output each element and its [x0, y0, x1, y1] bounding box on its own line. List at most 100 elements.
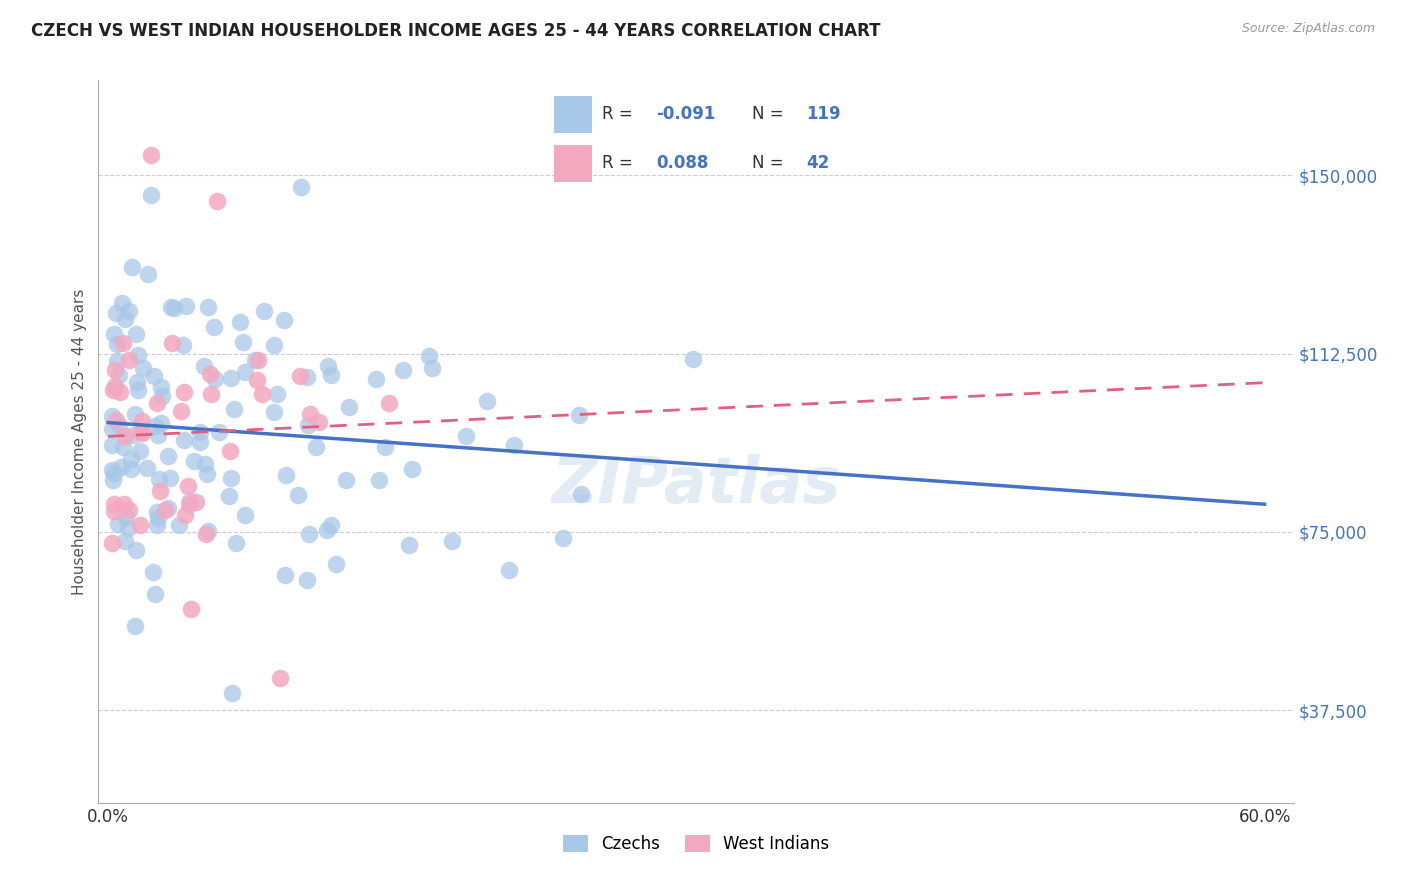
Point: [118, 503, 141, 517]
Point: [170, 404, 193, 418]
Point: [295, 370, 318, 384]
Point: [252, 303, 274, 318]
Point: [263, 338, 285, 352]
Point: [308, 415, 330, 429]
Point: [101, 536, 124, 550]
Point: [498, 563, 520, 577]
Point: [398, 538, 420, 552]
Point: [101, 473, 124, 487]
Point: [117, 304, 139, 318]
Point: [112, 335, 135, 350]
Point: [145, 396, 167, 410]
Point: [263, 405, 285, 419]
Point: [232, 335, 254, 350]
Point: [315, 523, 337, 537]
Point: [188, 435, 211, 450]
Point: [132, 360, 155, 375]
Point: [112, 497, 135, 511]
Point: [153, 503, 176, 517]
Point: [250, 387, 273, 401]
Point: [160, 300, 183, 314]
Point: [101, 409, 124, 424]
Point: [177, 497, 200, 511]
Point: [110, 460, 132, 475]
Text: ZIPatlas: ZIPatlas: [551, 454, 841, 516]
Text: CZECH VS WEST INDIAN HOUSEHOLDER INCOME AGES 25 - 44 YEARS CORRELATION CHART: CZECH VS WEST INDIAN HOUSEHOLDER INCOME …: [31, 22, 880, 40]
Point: [156, 450, 179, 464]
Point: [173, 433, 195, 447]
Point: [319, 518, 342, 533]
Point: [366, 372, 388, 386]
Point: [378, 395, 401, 409]
Point: [139, 188, 162, 202]
Point: [103, 497, 125, 511]
Text: Source: ZipAtlas.com: Source: ZipAtlas.com: [1241, 22, 1375, 36]
Point: [108, 417, 131, 432]
Point: [418, 350, 440, 364]
Point: [174, 508, 197, 522]
Point: [304, 440, 326, 454]
Point: [101, 463, 124, 477]
Point: [299, 407, 322, 421]
Point: [148, 472, 170, 486]
Point: [103, 504, 125, 518]
Point: [142, 565, 165, 579]
Point: [160, 335, 183, 350]
Point: [127, 383, 149, 397]
Legend: Czechs, West Indians: Czechs, West Indians: [555, 828, 837, 860]
Point: [169, 518, 191, 533]
Point: [159, 471, 181, 485]
Point: [224, 402, 246, 417]
Point: [441, 533, 464, 548]
Point: [117, 521, 139, 535]
Point: [374, 441, 396, 455]
Point: [125, 326, 148, 341]
Point: [114, 510, 136, 524]
Point: [127, 375, 149, 389]
Point: [114, 533, 136, 548]
Point: [146, 505, 169, 519]
Point: [120, 462, 142, 476]
Point: [195, 467, 218, 482]
Point: [194, 526, 217, 541]
Point: [143, 587, 166, 601]
Point: [107, 516, 129, 531]
Point: [273, 312, 295, 326]
Point: [146, 518, 169, 533]
Point: [229, 315, 252, 329]
Point: [117, 353, 139, 368]
Point: [269, 671, 291, 685]
Point: [246, 373, 269, 387]
Point: [120, 451, 142, 466]
Point: [194, 457, 217, 471]
Point: [111, 295, 134, 310]
Point: [316, 359, 339, 373]
Point: [127, 347, 149, 361]
Point: [273, 567, 295, 582]
Point: [163, 301, 186, 316]
Point: [124, 407, 146, 421]
Point: [183, 454, 205, 468]
Point: [319, 368, 342, 383]
Point: [287, 488, 309, 502]
Point: [266, 386, 288, 401]
Point: [197, 300, 219, 314]
Point: [401, 462, 423, 476]
Point: [551, 531, 574, 545]
Point: [129, 518, 152, 533]
Point: [290, 180, 312, 194]
Point: [104, 363, 127, 377]
Point: [101, 384, 124, 398]
Point: [233, 508, 256, 523]
Point: [335, 473, 357, 487]
Point: [150, 379, 173, 393]
Point: [129, 443, 152, 458]
Point: [173, 385, 195, 400]
Point: [204, 372, 226, 386]
Point: [179, 494, 201, 508]
Point: [122, 428, 145, 442]
Point: [569, 486, 592, 500]
Point: [172, 338, 194, 352]
Point: [101, 438, 124, 452]
Point: [225, 536, 247, 550]
